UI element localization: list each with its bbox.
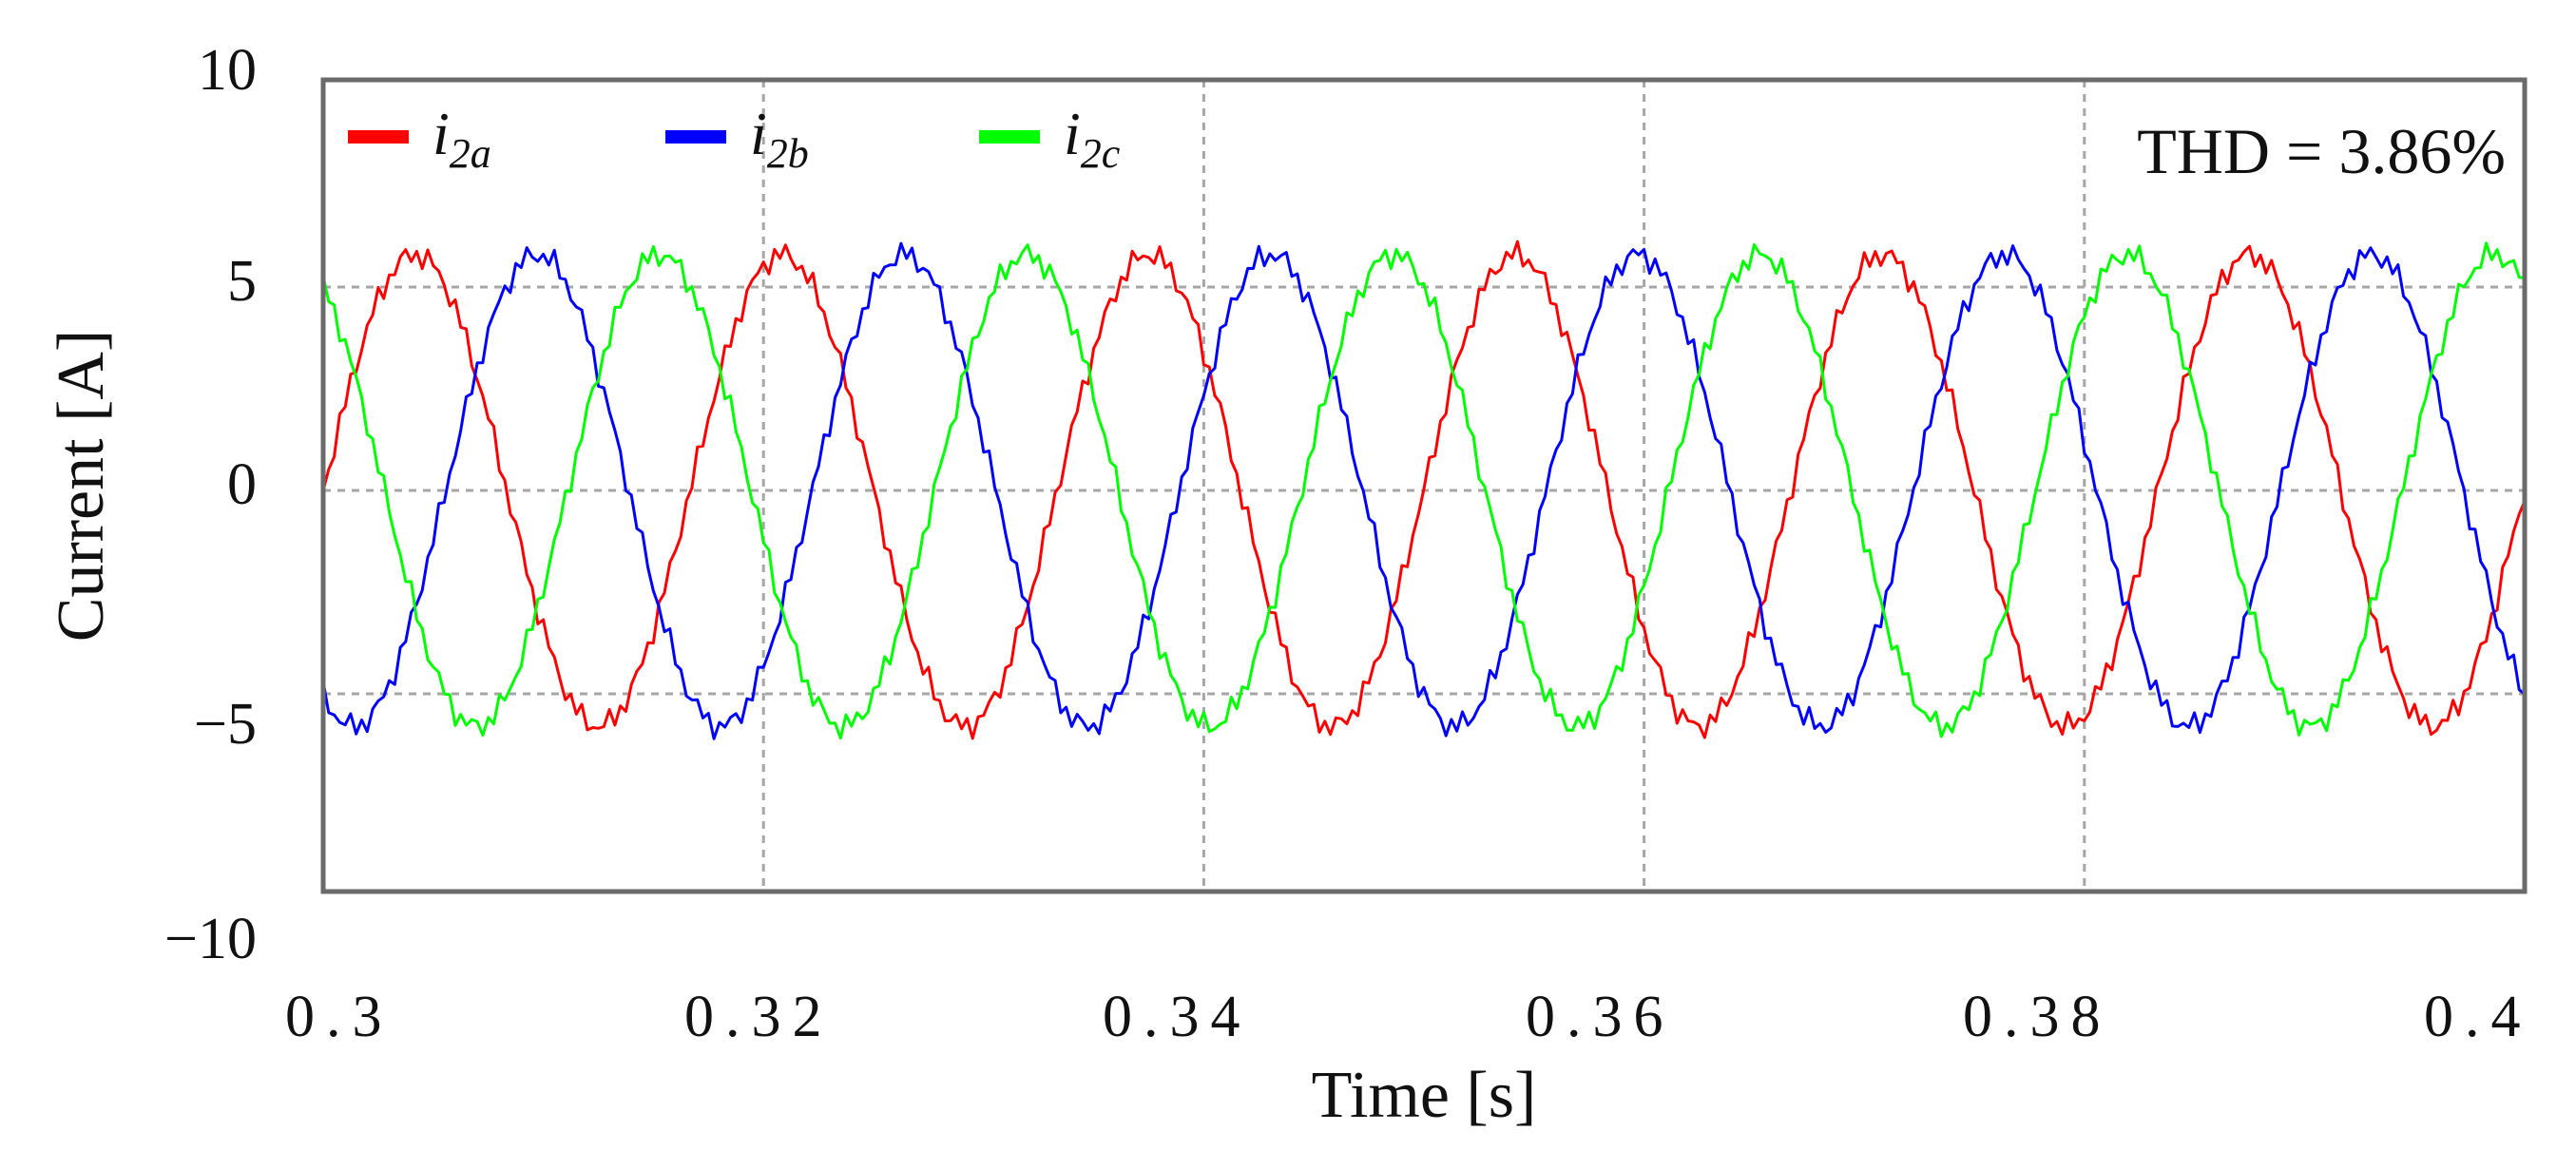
legend-label-i2a: i2a (433, 100, 491, 177)
x-tick-label: 0.38 (1963, 985, 2112, 1049)
series-line-i2c (321, 241, 2526, 740)
x-tick-label: 0.4 (2424, 985, 2532, 1049)
y-axis-title: Current [A] (45, 330, 118, 643)
x-tick-labels: 0.3 0.32 0.34 0.36 0.38 0.4 (285, 985, 2532, 1049)
legend: i2a i2b i2c (348, 100, 1121, 177)
x-axis-title: Time [s] (1312, 1059, 1537, 1132)
legend-swatch-i2b (665, 130, 726, 144)
thd-annotation: THD = 3.86% (2137, 115, 2506, 187)
plot-frame (320, 77, 2528, 894)
legend-label-i2c: i2c (1064, 100, 1121, 177)
x-tick-label: 0.32 (684, 985, 834, 1049)
y-tick-label: 0 (227, 452, 257, 517)
series-line-i2b (321, 241, 2526, 740)
y-tick-label: 5 (227, 249, 257, 314)
y-tick-labels: 10 5 0 −5 −10 (164, 38, 257, 971)
x-tick-label: 0.36 (1526, 985, 1675, 1049)
series-line-i2a (321, 240, 2527, 740)
legend-item-i2b: i2b (665, 100, 809, 177)
legend-swatch-i2c (979, 130, 1040, 144)
x-tick-label: 0.3 (285, 985, 394, 1049)
legend-label-i2b: i2b (750, 100, 809, 177)
y-tick-label: −10 (164, 907, 257, 971)
legend-item-i2c: i2c (979, 100, 1121, 177)
legend-swatch-i2a (348, 130, 409, 144)
series-layer (321, 240, 2527, 740)
y-tick-label: 10 (198, 38, 257, 103)
y-tick-label: −5 (194, 692, 257, 757)
x-tick-label: 0.34 (1103, 985, 1252, 1049)
legend-item-i2a: i2a (348, 100, 491, 177)
